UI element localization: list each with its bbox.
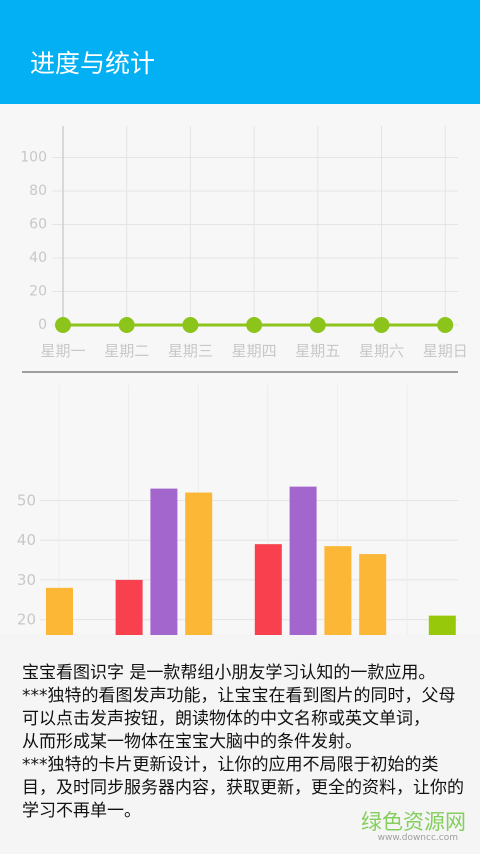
y-tick-label: 20 (17, 611, 36, 629)
y-tick-label: 80 (29, 183, 47, 199)
x-tick-label: 星期四 (232, 342, 277, 360)
bar (46, 587, 73, 635)
watermark-url: www.downcc.com (377, 833, 458, 843)
x-tick-label: 星期一 (40, 342, 85, 360)
data-point (437, 317, 454, 333)
chart-divider (22, 371, 458, 373)
data-point (55, 317, 71, 333)
description-line: 从而形成某一物体在宝宝大脑中的条件发射。 (22, 732, 362, 752)
y-tick-label: 60 (29, 217, 47, 233)
x-tick-label: 星期日 (423, 342, 468, 360)
data-point (373, 317, 390, 333)
y-tick-label: 100 (20, 150, 47, 166)
monthly-bar-chart: 01020304050一月三月五月七月九月十一月 (17, 385, 458, 635)
y-tick-label: 40 (29, 250, 47, 266)
description-line: 宝宝看图识字 是一款帮组小朋友学习认知的一款应用。 (22, 663, 436, 683)
y-tick-label: 40 (17, 531, 36, 549)
y-tick-label: 50 (17, 492, 36, 510)
bar (428, 615, 456, 635)
bar (289, 486, 317, 635)
data-point (118, 317, 135, 333)
y-tick-label: 30 (17, 571, 36, 589)
bar (185, 492, 213, 635)
y-tick-label: 0 (38, 317, 47, 333)
bar (150, 488, 178, 635)
y-tick-label: 20 (29, 284, 47, 300)
app-description: 宝宝看图识字 是一款帮组小朋友学习认知的一款应用。 ***独特的看图发声功能，让… (22, 662, 464, 823)
x-tick-label: 星期五 (295, 342, 340, 360)
description-line: ***独特的卡片更新设计，让你的应用不局限于初始的类目，及时同步服务器内容，获取… (22, 755, 464, 821)
x-tick-label: 星期二 (104, 342, 149, 360)
page-title: 进度与统计 (30, 49, 156, 78)
bar (324, 546, 352, 635)
data-point (309, 317, 326, 333)
data-point (182, 317, 199, 333)
bar (254, 544, 282, 635)
bar (359, 554, 387, 635)
x-tick-label: 星期六 (359, 342, 404, 360)
data-point (246, 317, 263, 333)
description-line: ***独特的看图发声功能，让宝宝在看到图片的同时，父母可以点击发声按钮，朗读物体… (22, 686, 456, 729)
x-tick-label: 星期三 (168, 342, 213, 360)
app-bar: 进度与统计 (0, 0, 480, 104)
bar (115, 579, 143, 635)
weekly-line-chart: 0 20 40 60 80 100 星期一 星期二 星期三 星期四 星期五 星期六 星期日 (20, 126, 468, 360)
